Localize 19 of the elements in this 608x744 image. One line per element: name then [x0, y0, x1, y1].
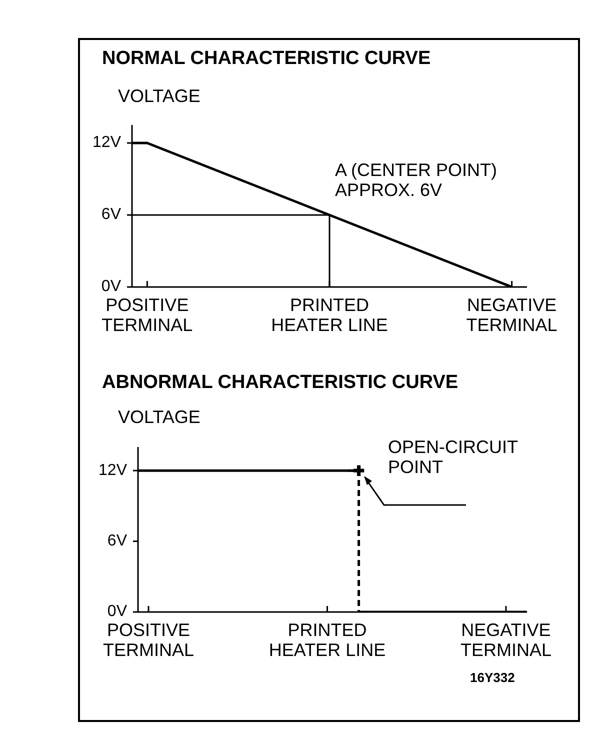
annotation: OPEN-CIRCUIT POINT: [388, 437, 518, 477]
x-tick-label: NEGATIVE TERMINAL: [460, 620, 552, 660]
x-tick-label: PRINTED HEATER LINE: [271, 295, 388, 335]
x-tick-label: POSITIVE TERMINAL: [102, 295, 193, 335]
chart-title: ABNORMAL CHARACTERISTIC CURVE: [102, 372, 458, 394]
y-tick-label: 12V: [92, 134, 122, 152]
text: 16Y332: [470, 669, 515, 687]
chart-title: NORMAL CHARACTERISTIC CURVE: [102, 48, 431, 70]
y-tick-label: 0V: [107, 603, 128, 620]
y-tick-label: 6V: [101, 206, 122, 224]
y-axis-title: VOLTAGE: [118, 407, 200, 428]
y-tick-label: 12V: [98, 462, 128, 479]
y-axis-title: VOLTAGE: [118, 86, 200, 107]
y-tick-label: 0V: [101, 278, 122, 296]
x-tick-label: NEGATIVE TERMINAL: [466, 295, 558, 335]
annotation: A (CENTER POINT) APPROX. 6V: [335, 160, 498, 200]
y-tick-label: 6V: [107, 532, 128, 550]
x-tick-label: POSITIVE TERMINAL: [103, 620, 194, 660]
x-tick-label: PRINTED HEATER LINE: [268, 620, 386, 660]
